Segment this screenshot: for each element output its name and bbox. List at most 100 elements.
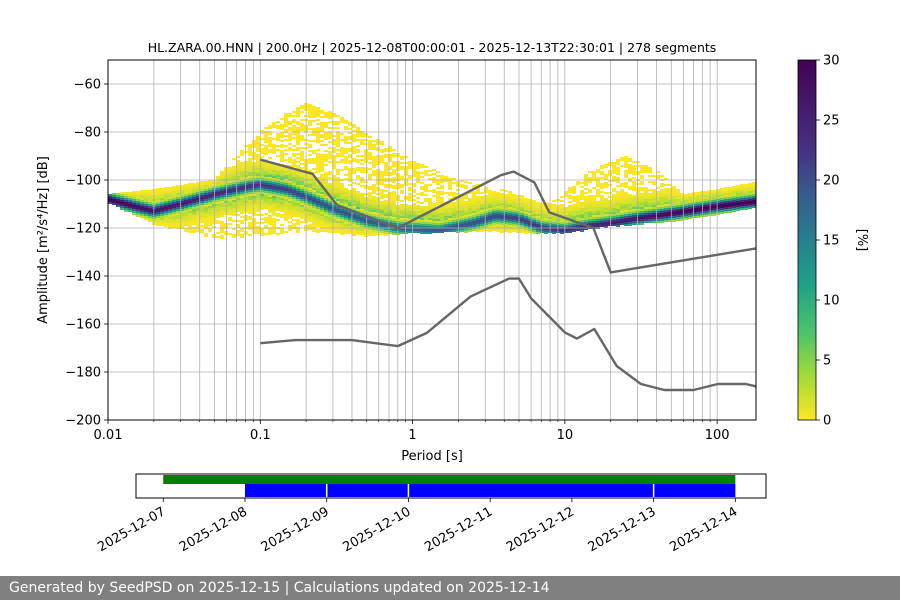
density-cell: [472, 219, 476, 221]
density-cell: [332, 155, 336, 157]
density-cell: [560, 232, 564, 234]
density-cell: [464, 181, 468, 183]
density-cell: [204, 211, 208, 213]
density-cell: [716, 209, 720, 211]
density-cell: [232, 178, 236, 180]
density-cell: [624, 202, 628, 204]
density-cell: [468, 222, 472, 224]
density-cell: [140, 212, 144, 214]
density-cell: [240, 198, 244, 200]
density-cell: [388, 196, 392, 198]
density-cell: [572, 222, 576, 224]
density-cell: [264, 193, 268, 195]
density-cell: [400, 186, 404, 188]
density-cell: [296, 201, 300, 203]
density-cell: [216, 192, 220, 194]
density-cell: [420, 230, 424, 232]
density-cell: [284, 125, 288, 127]
density-cell: [612, 198, 616, 200]
density-cell: [636, 197, 640, 199]
density-cell: [272, 152, 276, 154]
density-cell: [372, 186, 376, 188]
density-cell: [564, 193, 568, 195]
density-cell: [272, 214, 276, 216]
density-cell: [592, 225, 596, 227]
density-cell: [716, 191, 720, 193]
density-cell: [332, 151, 336, 153]
density-cell: [300, 147, 304, 149]
density-cell: [232, 188, 236, 190]
density-cell: [296, 199, 300, 201]
density-cell: [168, 193, 172, 195]
density-cell: [344, 188, 348, 190]
density-cell: [468, 224, 472, 226]
density-cell: [200, 205, 204, 207]
density-cell: [248, 226, 252, 228]
density-cell: [536, 210, 540, 212]
density-cell: [676, 213, 680, 215]
density-cell: [212, 216, 216, 218]
density-cell: [260, 194, 264, 196]
density-cell: [452, 196, 456, 198]
density-cell: [252, 182, 256, 184]
density-cell: [300, 153, 304, 155]
density-cell: [432, 217, 436, 219]
density-cell: [352, 222, 356, 224]
density-cell: [628, 216, 632, 218]
density-cell: [484, 195, 488, 197]
density-cell: [260, 184, 264, 186]
density-cell: [348, 162, 352, 164]
density-cell: [588, 221, 592, 223]
density-cell: [448, 230, 452, 232]
density-cell: [544, 226, 548, 228]
density-cell: [320, 144, 324, 146]
density-cell: [316, 119, 320, 121]
density-cell: [236, 188, 240, 190]
density-cell: [604, 224, 608, 226]
density-cell: [208, 184, 212, 186]
density-cell: [328, 133, 332, 135]
density-cell: [600, 215, 604, 217]
density-cell: [288, 143, 292, 145]
density-cell: [444, 210, 448, 212]
density-cell: [192, 203, 196, 205]
density-cell: [436, 195, 440, 197]
density-cell: [428, 228, 432, 230]
density-cell: [672, 200, 676, 202]
density-cell: [340, 147, 344, 149]
density-cell: [340, 217, 344, 219]
density-cell: [344, 152, 348, 154]
density-cell: [284, 189, 288, 191]
density-cell: [720, 210, 724, 212]
density-cell: [608, 202, 612, 204]
density-cell: [224, 177, 228, 179]
density-cell: [752, 192, 756, 194]
density-cell: [508, 199, 512, 201]
density-cell: [340, 187, 344, 189]
density-cell: [352, 124, 356, 126]
density-cell: [340, 189, 344, 191]
density-cell: [368, 202, 372, 204]
density-cell: [392, 219, 396, 221]
density-cell: [300, 163, 304, 165]
density-cell: [600, 225, 604, 227]
density-cell: [488, 228, 492, 230]
density-cell: [148, 212, 152, 214]
density-cell: [180, 207, 184, 209]
density-cell: [236, 194, 240, 196]
density-cell: [652, 205, 656, 207]
density-cell: [600, 211, 604, 213]
density-cell: [120, 196, 124, 198]
density-cell: [484, 219, 488, 221]
density-cell: [492, 225, 496, 227]
density-cell: [176, 195, 180, 197]
plot-background: [108, 60, 756, 420]
density-cell: [256, 144, 260, 146]
density-cell: [296, 149, 300, 151]
density-cell: [292, 197, 296, 199]
density-cell: [236, 220, 240, 222]
density-cell: [440, 217, 444, 219]
density-cell: [296, 137, 300, 139]
density-cell: [460, 196, 464, 198]
density-cell: [292, 181, 296, 183]
